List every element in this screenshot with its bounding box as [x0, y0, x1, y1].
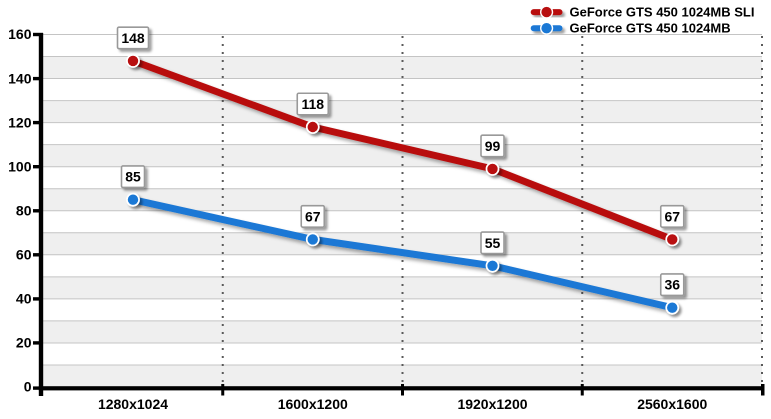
svg-text:80: 80: [16, 203, 32, 219]
svg-text:160: 160: [8, 26, 32, 42]
svg-text:2560x1600: 2560x1600: [637, 396, 707, 412]
svg-text:GeForce GTS 450 1024MB: GeForce GTS 450 1024MB: [570, 20, 731, 35]
svg-text:120: 120: [8, 114, 32, 130]
svg-text:100: 100: [8, 158, 32, 174]
svg-text:40: 40: [16, 291, 32, 307]
svg-text:1280x1024: 1280x1024: [98, 396, 168, 412]
svg-text:99: 99: [485, 138, 501, 154]
svg-text:67: 67: [305, 208, 321, 224]
svg-text:1600x1200: 1600x1200: [278, 396, 348, 412]
svg-text:20: 20: [16, 335, 32, 351]
svg-text:140: 140: [8, 70, 32, 86]
svg-text:118: 118: [301, 96, 324, 112]
svg-text:36: 36: [664, 277, 680, 293]
svg-text:55: 55: [485, 235, 501, 251]
svg-text:0: 0: [24, 379, 32, 395]
svg-text:85: 85: [125, 169, 141, 185]
svg-text:148: 148: [121, 30, 145, 46]
svg-text:1920x1200: 1920x1200: [457, 396, 527, 412]
svg-text:GeForce GTS 450 1024MB SLI: GeForce GTS 450 1024MB SLI: [570, 4, 755, 19]
svg-text:67: 67: [664, 208, 680, 224]
svg-text:60: 60: [16, 247, 32, 263]
